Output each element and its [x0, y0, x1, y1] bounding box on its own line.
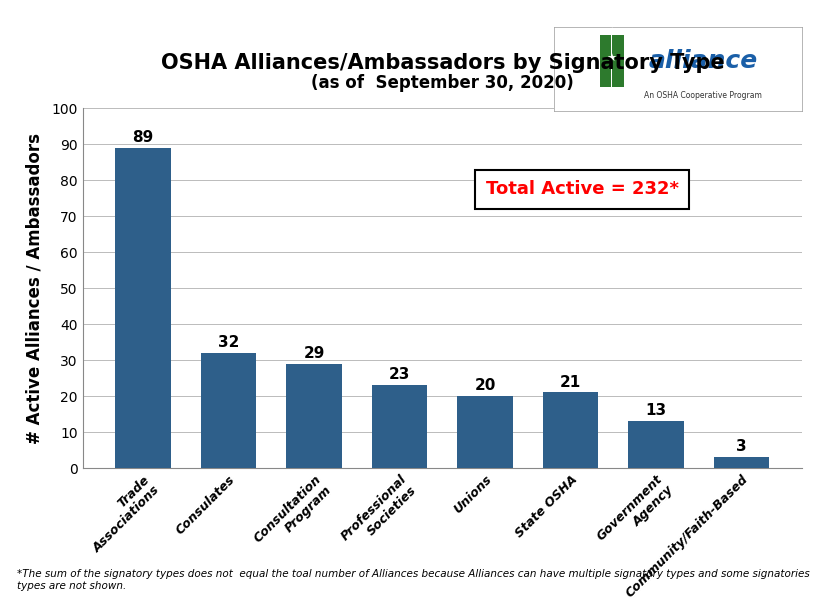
Text: An OSHA Cooperative Program: An OSHA Cooperative Program	[644, 91, 762, 100]
Y-axis label: # Active Alliances / Ambassadors: # Active Alliances / Ambassadors	[25, 133, 43, 443]
Bar	[612, 35, 624, 88]
Text: ★: ★	[607, 54, 617, 64]
Text: OSHA Alliances/Ambassadors by Signatory Type: OSHA Alliances/Ambassadors by Signatory …	[160, 53, 724, 73]
Text: (as of  September 30, 2020): (as of September 30, 2020)	[311, 74, 574, 92]
Text: 32: 32	[218, 335, 239, 350]
Text: 23: 23	[389, 367, 410, 382]
Text: 89: 89	[132, 130, 154, 145]
Bar	[286, 364, 342, 468]
Bar	[201, 353, 256, 468]
Text: Total Active = 232*: Total Active = 232*	[485, 181, 679, 199]
Text: ✦: ✦	[608, 20, 616, 31]
Bar	[629, 421, 684, 468]
Bar	[543, 392, 599, 468]
Bar	[600, 35, 611, 88]
Text: 20: 20	[475, 378, 496, 393]
Bar	[714, 457, 769, 468]
Text: 3: 3	[736, 439, 747, 454]
Text: alliance: alliance	[648, 49, 758, 73]
Text: 29: 29	[304, 346, 325, 361]
Bar	[457, 396, 513, 468]
Text: 21: 21	[560, 374, 581, 389]
Bar	[116, 148, 171, 468]
Bar	[372, 385, 428, 468]
Text: 13: 13	[646, 403, 667, 418]
Text: *The sum of the signatory types does not  equal the toal number of Alliances bec: *The sum of the signatory types does not…	[17, 569, 810, 591]
